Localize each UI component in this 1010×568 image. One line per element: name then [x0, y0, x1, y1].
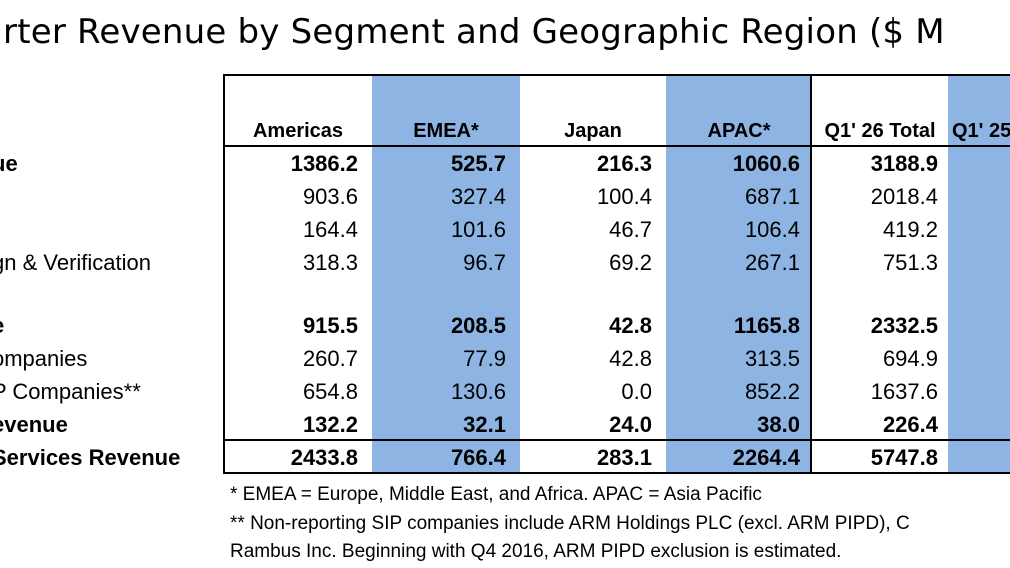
table-cell: 1386.2: [290, 151, 358, 176]
header-divider: [224, 145, 1010, 147]
table-cell: 5747.8: [870, 445, 938, 470]
total-row-divider: [224, 439, 1010, 441]
table-cell: 1: [970, 375, 1010, 408]
table-cell: 1165.8: [733, 313, 800, 338]
row-label: ue: [0, 151, 18, 176]
table-cell: 283.1: [596, 445, 652, 470]
header-q1-26-total: Q1' 26 Total: [824, 120, 936, 142]
footnote-regions: * EMEA = Europe, Middle East, and Africa…: [230, 484, 762, 505]
table-cell: 419.2: [882, 217, 938, 242]
footnote-arm-pipd: Rambus Inc. Beginning with Q4 2016, ARM …: [230, 541, 842, 562]
row-label: P Companies**: [0, 379, 141, 404]
table-cell: 1060.6: [732, 151, 800, 176]
table-cell: 77.9: [463, 346, 506, 371]
table-cell: 2264.4: [732, 445, 800, 470]
table-cell: 106.4: [744, 217, 800, 242]
table-cell: 766.4: [450, 445, 506, 470]
table-cell: 1: [970, 180, 1010, 213]
table-cell: 130.6: [450, 379, 506, 404]
revenue-table: Americas EMEA* Japan APAC* Q1' 26 Total …: [0, 74, 1010, 474]
table-cell: 267.1: [744, 250, 800, 275]
row-label: evenue: [0, 412, 68, 437]
total-divider: [810, 74, 812, 474]
header-apac: APAC*: [707, 120, 771, 142]
table-cell: 24.0: [609, 412, 652, 437]
table-cell: 164.4: [302, 217, 358, 242]
table-cell: 751.3: [882, 250, 938, 275]
table-cell: [970, 213, 1010, 246]
emea-column-shading: [372, 74, 520, 474]
table-cell: [970, 342, 1010, 375]
bottom-border: [224, 472, 1010, 474]
table-cell: 915.5: [302, 313, 358, 338]
table-cell: 852.2: [744, 379, 800, 404]
table-cell: [970, 408, 1010, 441]
row-label: e: [0, 309, 4, 342]
table-cell: 216.3: [596, 151, 652, 176]
table-cell: 903.6: [302, 184, 358, 209]
table-cell: 132.2: [302, 412, 358, 437]
apac-column-shading: [666, 74, 812, 474]
table-cell: 260.7: [302, 346, 358, 371]
row-label: ompanies: [0, 346, 88, 371]
table-cell: 5: [970, 441, 1010, 474]
footnote-sip: ** Non-reporting SIP companies include A…: [230, 513, 910, 534]
table-cell: 208.5: [450, 313, 506, 338]
header-q1-25: Q1' 25: [952, 120, 1010, 142]
table-cell: 2: [970, 147, 1010, 180]
header-americas: Americas: [252, 120, 344, 142]
table-cell: 694.9: [882, 346, 938, 371]
table-cell: 1637.6: [870, 379, 938, 404]
header-japan: Japan: [564, 120, 622, 142]
top-border: [224, 74, 1010, 76]
table-cell: 96.7: [463, 250, 506, 275]
table-cell: 654.8: [302, 379, 358, 404]
row-label: Services Revenue: [0, 445, 181, 470]
table-cell: 687.1: [744, 184, 800, 209]
table-cell: 525.7: [450, 151, 506, 176]
table-cell: 0.0: [621, 379, 652, 404]
row-label: gn & Verification: [0, 250, 151, 275]
table-cell: [970, 246, 1010, 279]
table-cell: 3188.9: [870, 151, 938, 176]
table-cell: 46.7: [609, 217, 652, 242]
table-cell: 69.2: [609, 250, 652, 275]
table-cell: 327.4: [450, 184, 506, 209]
table-cell: 2018.4: [870, 184, 938, 209]
table-cell: 42.8: [609, 346, 652, 371]
prior-total-column-shading: [948, 74, 1010, 474]
table-title: arter Revenue by Segment and Geographic …: [0, 12, 945, 52]
table-cell: 226.4: [882, 412, 938, 437]
table-cell: 313.5: [744, 346, 800, 371]
table-cell: 2332.5: [870, 313, 938, 338]
table-cell: 101.6: [450, 217, 506, 242]
header-emea: EMEA*: [413, 120, 479, 142]
table-cell: 318.3: [302, 250, 358, 275]
table-cell: 32.1: [463, 412, 506, 437]
table-cell: 2433.8: [290, 445, 358, 470]
left-border: [223, 74, 225, 474]
table-cell: 38.0: [757, 412, 800, 437]
table-cell: 100.4: [596, 184, 652, 209]
table-cell: 2: [970, 309, 1010, 342]
table-cell: 42.8: [609, 313, 652, 338]
